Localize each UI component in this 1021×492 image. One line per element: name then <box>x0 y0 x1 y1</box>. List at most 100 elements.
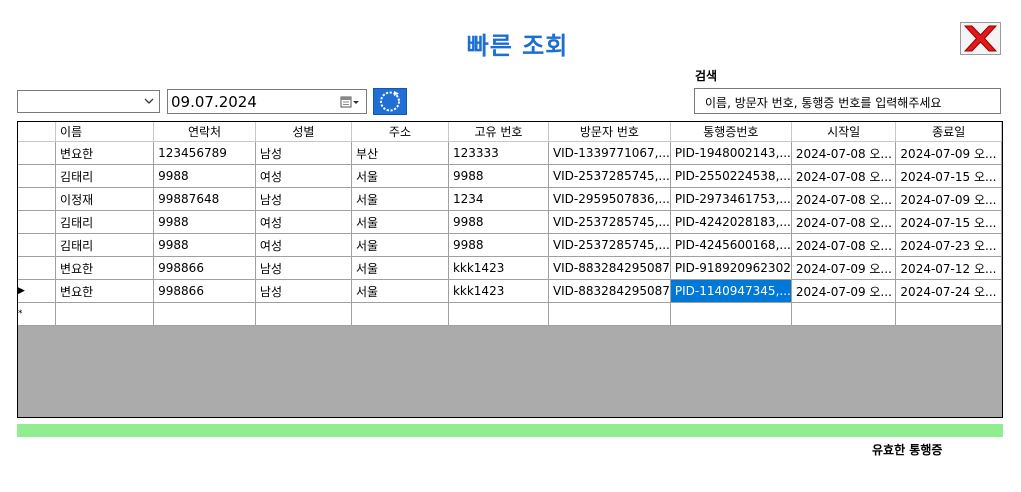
cell-contact[interactable]: 9988 <box>153 210 256 234</box>
cell-name[interactable]: 이정재 <box>55 187 155 211</box>
cell-contact[interactable]: 99887648 <box>153 187 256 211</box>
col-header-end-date[interactable]: 종료일 <box>895 122 1002 142</box>
date-picker[interactable]: 09.07.2024 <box>167 89 367 114</box>
row-header[interactable] <box>18 141 57 165</box>
cell-unique-no[interactable]: 123333 <box>448 141 549 165</box>
cell-end-date[interactable]: 2024-07-12 오... <box>895 256 1002 280</box>
search-input[interactable]: 이름, 방문자 번호, 통행증 번호를 입력해주세요 <box>694 88 1001 114</box>
cell-start-date[interactable]: 2024-07-08 오... <box>791 233 897 257</box>
cell-unique-no[interactable]: 9988 <box>448 233 549 257</box>
cell-end-date[interactable]: 2024-07-15 오... <box>895 210 1002 234</box>
table-row[interactable]: 변요한 998866 남성 서울 kkk1423 VID-883284295087 PID-… <box>18 256 1002 280</box>
row-header[interactable]: ▶ <box>18 279 57 303</box>
cell-gender[interactable]: 남성 <box>255 256 352 280</box>
col-header-address[interactable]: 주소 <box>351 122 449 142</box>
cell-visitor-no[interactable]: VID-1339771067,... <box>548 141 671 165</box>
new-row-cell[interactable] <box>791 302 897 326</box>
col-header-visitor-no[interactable]: 방문자 번호 <box>548 122 671 142</box>
table-row[interactable]: 김태리 9988 여성 서울 9988 VID-2537285745,... PID-255… <box>18 164 1002 188</box>
table-row[interactable]: 이정재 99887648 남성 서울 1234 VID-2959507836,... PID… <box>18 187 1002 211</box>
cell-visitor-no[interactable]: VID-2537285745,... <box>548 233 671 257</box>
cell-visitor-no[interactable]: VID-2959507836,... <box>548 187 671 211</box>
row-header[interactable] <box>18 233 57 257</box>
cell-contact[interactable]: 123456789 <box>153 141 256 165</box>
cell-gender[interactable]: 남성 <box>255 279 352 303</box>
table-row[interactable]: 변요한 123456789 남성 부산 123333 VID-1339771067,...… <box>18 141 1002 165</box>
cell-pass-no[interactable]: PID-1948002143,... <box>670 141 792 165</box>
new-row-cell[interactable] <box>55 302 155 326</box>
new-row-cell[interactable] <box>351 302 449 326</box>
cell-visitor-no[interactable]: VID-2537285745,... <box>548 164 671 188</box>
cell-end-date[interactable]: 2024-07-24 오... <box>895 279 1002 303</box>
cell-end-date[interactable]: 2024-07-15 오... <box>895 164 1002 188</box>
cell-gender[interactable]: 남성 <box>255 187 352 211</box>
cell-name[interactable]: 변요한 <box>55 141 155 165</box>
cell-gender[interactable]: 여성 <box>255 210 352 234</box>
cell-end-date[interactable]: 2024-07-09 오... <box>895 187 1002 211</box>
cell-start-date[interactable]: 2024-07-08 오... <box>791 187 897 211</box>
cell-pass-no[interactable]: PID-1140947345,... <box>670 279 792 303</box>
cell-address[interactable]: 부산 <box>351 141 449 165</box>
cell-start-date[interactable]: 2024-07-09 오... <box>791 279 897 303</box>
cell-pass-no[interactable]: PID-4245600168,... <box>670 233 792 257</box>
cell-gender[interactable]: 남성 <box>255 141 352 165</box>
table-row[interactable]: ▶ 변요한 998866 남성 서울 kkk1423 VID-883284295087 PID… <box>18 279 1002 303</box>
cell-address[interactable]: 서울 <box>351 233 449 257</box>
cell-unique-no[interactable]: kkk1423 <box>448 256 549 280</box>
cell-end-date[interactable]: 2024-07-09 오... <box>895 141 1002 165</box>
cell-pass-no[interactable]: PID-4242028183,... <box>670 210 792 234</box>
col-header-contact[interactable]: 연락처 <box>153 122 256 142</box>
new-row-cell[interactable] <box>548 302 671 326</box>
new-row-cell[interactable] <box>255 302 352 326</box>
cell-contact[interactable]: 9988 <box>153 233 256 257</box>
cell-unique-no[interactable]: kkk1423 <box>448 279 549 303</box>
cell-start-date[interactable]: 2024-07-08 오... <box>791 141 897 165</box>
row-header[interactable] <box>18 164 57 188</box>
cell-unique-no[interactable]: 1234 <box>448 187 549 211</box>
cell-visitor-no[interactable]: VID-2537285745,... <box>548 210 671 234</box>
new-row-cell[interactable] <box>895 302 1002 326</box>
new-row-cell[interactable] <box>448 302 549 326</box>
data-grid[interactable]: 이름 연락처 성별 주소 고유 번호 방문자 번호 통행증번호 시작일 종료일 … <box>17 121 1003 418</box>
col-header-gender[interactable]: 성별 <box>255 122 352 142</box>
cell-pass-no[interactable]: PID-918920962302 <box>670 256 792 280</box>
cell-address[interactable]: 서울 <box>351 187 449 211</box>
cell-address[interactable]: 서울 <box>351 256 449 280</box>
col-header-unique-no[interactable]: 고유 번호 <box>448 122 549 142</box>
table-row[interactable]: 김태리 9988 여성 서울 9988 VID-2537285745,... PID-424… <box>18 233 1002 257</box>
cell-unique-no[interactable]: 9988 <box>448 210 549 234</box>
new-row-cell[interactable] <box>153 302 256 326</box>
cell-gender[interactable]: 여성 <box>255 233 352 257</box>
cell-pass-no[interactable]: PID-2973461753,... <box>670 187 792 211</box>
cell-unique-no[interactable]: 9988 <box>448 164 549 188</box>
cell-address[interactable]: 서울 <box>351 279 449 303</box>
cell-pass-no[interactable]: PID-2550224538,... <box>670 164 792 188</box>
filter-combobox[interactable] <box>17 90 160 113</box>
row-header[interactable] <box>18 210 57 234</box>
col-header-name[interactable]: 이름 <box>55 122 155 142</box>
cell-name[interactable]: 변요한 <box>55 256 155 280</box>
cell-start-date[interactable]: 2024-07-09 오... <box>791 256 897 280</box>
close-button[interactable] <box>960 22 1001 55</box>
calendar-icon[interactable] <box>340 95 360 109</box>
cell-address[interactable]: 서울 <box>351 164 449 188</box>
cell-start-date[interactable]: 2024-07-08 오... <box>791 164 897 188</box>
cell-visitor-no[interactable]: VID-883284295087 <box>548 279 671 303</box>
col-header-start-date[interactable]: 시작일 <box>791 122 897 142</box>
cell-contact[interactable]: 998866 <box>153 256 256 280</box>
cell-gender[interactable]: 여성 <box>255 164 352 188</box>
col-header-pass-no[interactable]: 통행증번호 <box>670 122 792 142</box>
row-header[interactable] <box>18 187 57 211</box>
refresh-button[interactable] <box>373 88 407 115</box>
cell-name[interactable]: 김태리 <box>55 233 155 257</box>
row-header[interactable] <box>18 256 57 280</box>
cell-visitor-no[interactable]: VID-883284295087 <box>548 256 671 280</box>
new-row-cell[interactable] <box>670 302 792 326</box>
cell-contact[interactable]: 9988 <box>153 164 256 188</box>
cell-address[interactable]: 서울 <box>351 210 449 234</box>
cell-name[interactable]: 김태리 <box>55 164 155 188</box>
cell-name[interactable]: 변요한 <box>55 279 155 303</box>
table-row[interactable]: 김태리 9988 여성 서울 9988 VID-2537285745,... PID-424… <box>18 210 1002 234</box>
new-row[interactable]: * <box>18 302 1002 326</box>
cell-start-date[interactable]: 2024-07-08 오... <box>791 210 897 234</box>
